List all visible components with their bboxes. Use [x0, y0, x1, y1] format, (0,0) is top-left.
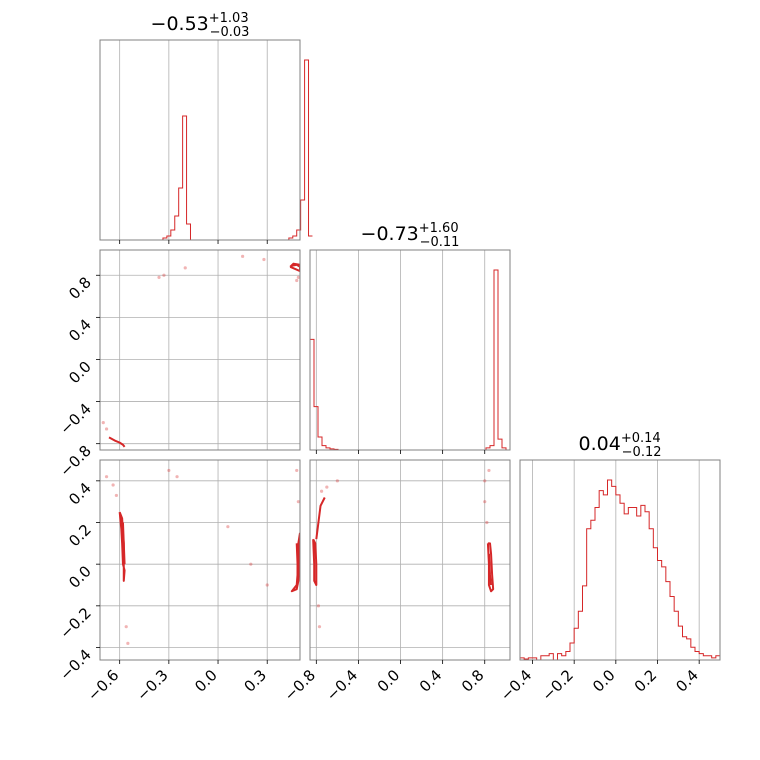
axes-frame — [309, 249, 511, 451]
histogram-step-line — [310, 269, 510, 451]
histogram-step-line — [100, 59, 313, 241]
sample-point — [124, 625, 128, 629]
y-tick-label: 0.4 — [65, 315, 95, 345]
x-tick-label: 0.8 — [458, 666, 488, 696]
sample-point — [183, 266, 187, 270]
title-median: −0.53 — [151, 13, 209, 35]
x-tick-label: 0.2 — [631, 666, 661, 696]
title-plus-error: +0.14 — [621, 431, 661, 446]
sample-point — [316, 604, 321, 608]
sample-point — [295, 278, 299, 283]
panel-title: 0.04+0.14 −0.12 — [579, 431, 662, 460]
axes-frame — [309, 459, 511, 661]
x-tick-label: 0.0 — [589, 666, 619, 696]
panel-title: −0.73+1.60 −0.11 — [361, 221, 460, 250]
sample-point — [262, 257, 266, 262]
y-tick-label: −0.4 — [56, 646, 94, 684]
sample-point — [126, 641, 130, 645]
x-tick-label: −0.6 — [84, 666, 122, 704]
density-panel-0-1 — [100, 250, 300, 450]
x-tick-label: −0.2 — [539, 666, 577, 704]
sample-point — [265, 583, 269, 587]
x-tick-label: −0.4 — [323, 666, 361, 704]
x-tick-label: −0.3 — [133, 666, 171, 704]
y-tick-label: 0.0 — [65, 358, 95, 388]
density-panel-1-2 — [310, 460, 510, 660]
y-tick-label: 0.4 — [65, 479, 95, 509]
sample-point — [483, 479, 487, 483]
title-median: −0.73 — [361, 223, 419, 245]
x-tick-label: 0.4 — [416, 666, 446, 696]
x-tick-label: 0.0 — [191, 666, 221, 696]
sample-point — [296, 275, 300, 279]
y-tick-label: 0.2 — [65, 521, 95, 551]
y-tick-label: −0.2 — [56, 604, 94, 642]
contour-line — [295, 543, 299, 585]
title-minus-error: −0.11 — [420, 235, 460, 250]
title-median: 0.04 — [579, 433, 621, 455]
contour-line — [289, 262, 300, 273]
contour-line — [315, 497, 326, 540]
sample-point — [101, 421, 105, 425]
axes-frame — [99, 249, 301, 451]
contour-line — [121, 522, 126, 565]
histogram-panel-0 — [100, 40, 313, 241]
sample-point — [485, 520, 489, 525]
y-tick-label: −0.8 — [56, 442, 94, 480]
contour-line — [108, 436, 126, 448]
sample-point — [325, 485, 329, 489]
y-tick-label: 0.0 — [65, 562, 95, 592]
contour-line — [291, 263, 300, 268]
sample-point — [487, 468, 491, 473]
sample-point — [104, 427, 109, 431]
sample-point — [249, 562, 253, 566]
sample-point — [111, 483, 115, 487]
histogram-step-line — [520, 479, 720, 661]
y-tick-label: −0.4 — [56, 400, 94, 438]
x-tick-label: −0.4 — [497, 666, 535, 704]
sample-point — [167, 468, 171, 473]
title-minus-error: −0.03 — [210, 25, 250, 40]
sample-point — [226, 525, 230, 529]
histogram-panel-2 — [520, 460, 720, 661]
sample-point — [317, 625, 322, 629]
panel-title: −0.53+1.03 −0.03 — [151, 11, 250, 40]
x-tick-label: 0.3 — [240, 666, 270, 696]
sample-point — [114, 493, 118, 498]
sample-point — [157, 275, 161, 279]
sample-point — [241, 254, 245, 258]
histogram-panel-1 — [310, 250, 510, 451]
axes-frame — [519, 459, 721, 661]
sample-point — [295, 468, 299, 473]
axes-frame — [99, 459, 301, 661]
contour-line — [312, 538, 318, 586]
axes-frame — [99, 39, 301, 241]
contour-line — [487, 553, 493, 586]
x-tick-label: 0.4 — [672, 666, 702, 696]
sample-point — [175, 475, 179, 479]
title-plus-error: +1.03 — [209, 11, 249, 26]
contour-line — [290, 532, 300, 593]
sample-point — [104, 475, 109, 479]
density-panel-0-2 — [100, 460, 300, 660]
x-tick-label: −0.8 — [281, 666, 319, 704]
title-plus-error: +1.60 — [419, 221, 459, 236]
sample-point — [483, 500, 487, 504]
x-tick-label: 0.0 — [374, 666, 404, 696]
y-tick-label: 0.8 — [65, 273, 95, 303]
sample-point — [296, 500, 300, 504]
sample-point — [162, 273, 166, 277]
title-minus-error: −0.12 — [622, 445, 662, 460]
sample-point — [335, 479, 339, 483]
sample-point — [319, 489, 324, 493]
